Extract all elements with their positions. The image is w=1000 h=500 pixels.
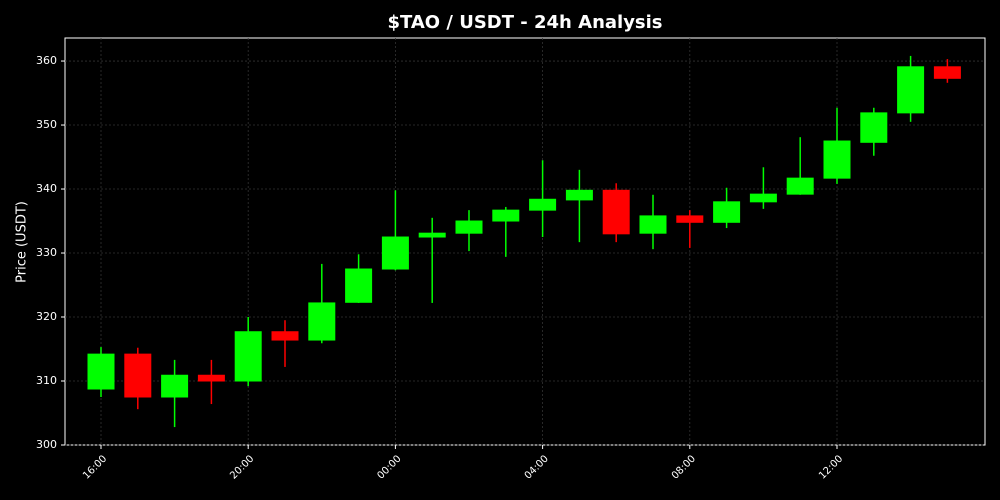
candle-body	[455, 220, 483, 234]
candle-body	[713, 201, 741, 223]
candle-body	[602, 189, 630, 235]
y-tick-label: 340	[36, 182, 57, 195]
candle-body	[676, 215, 704, 223]
candle-body	[345, 268, 373, 303]
y-tick-label: 310	[36, 374, 57, 387]
candle-body	[234, 331, 262, 382]
candle-body	[565, 189, 593, 201]
chart-title: $TAO / USDT - 24h Analysis	[387, 12, 662, 33]
candle-body	[124, 353, 152, 398]
x-tick-label: 04:00	[523, 453, 551, 481]
candle-body	[271, 331, 299, 341]
candle-body	[749, 193, 777, 203]
candle-body	[860, 112, 888, 143]
candle-body	[933, 66, 961, 79]
candle-body	[492, 209, 520, 222]
candle-body	[897, 66, 925, 114]
candle-body	[418, 232, 446, 238]
candle-body	[529, 198, 557, 211]
x-tick-label: 16:00	[81, 453, 109, 481]
candle-body	[308, 302, 336, 341]
x-tick-label: 00:00	[375, 453, 403, 481]
y-tick-label: 300	[36, 438, 57, 451]
y-tick-label: 360	[36, 54, 57, 67]
y-axis-label: Price (USDT)	[15, 201, 30, 283]
y-tick-label: 350	[36, 118, 57, 131]
candle-body	[786, 177, 814, 195]
x-tick-label: 08:00	[670, 453, 698, 481]
y-tick-label: 330	[36, 246, 57, 259]
x-tick-label: 20:00	[228, 453, 256, 481]
candle-body	[197, 374, 225, 382]
candle-body	[381, 236, 409, 270]
x-tick-label: 12:00	[817, 453, 845, 481]
y-tick-label: 320	[36, 310, 57, 323]
candle-body	[87, 353, 115, 390]
candle-body	[161, 374, 189, 398]
plot-frame	[64, 37, 986, 446]
candle-body	[639, 215, 667, 234]
candle-body	[823, 140, 851, 179]
